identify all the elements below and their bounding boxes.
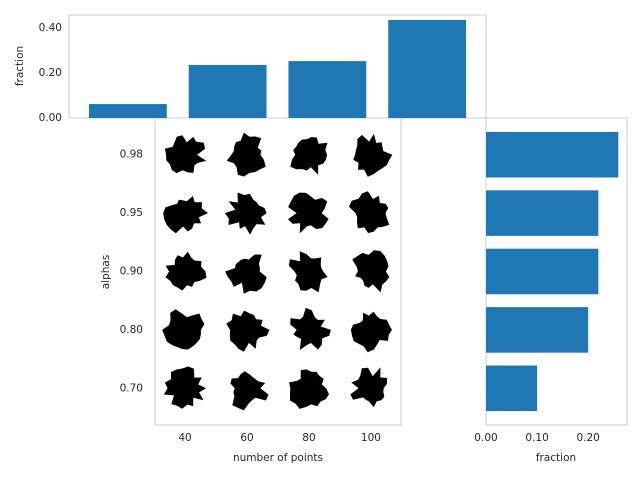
shape bbox=[353, 133, 393, 177]
x-tick-label: 0.20 bbox=[576, 432, 599, 444]
shape bbox=[226, 310, 270, 352]
shape bbox=[164, 135, 207, 174]
bar bbox=[388, 19, 467, 118]
y-tick-label: 0.40 bbox=[39, 22, 62, 34]
bar bbox=[188, 64, 267, 118]
shape bbox=[163, 366, 206, 409]
x-tick-label: 0.00 bbox=[474, 432, 497, 444]
x-tick-label: 40 bbox=[178, 432, 191, 444]
bar bbox=[288, 61, 367, 118]
bar bbox=[486, 131, 619, 178]
bar bbox=[486, 307, 589, 353]
shape bbox=[165, 251, 207, 291]
shape bbox=[162, 309, 205, 350]
center-axes bbox=[154, 117, 402, 426]
y-axis-label: fraction bbox=[14, 46, 26, 86]
x-tick-label: 80 bbox=[302, 432, 315, 444]
bar bbox=[486, 248, 599, 295]
y-tick-label: 0.98 bbox=[120, 149, 143, 161]
shape bbox=[350, 311, 392, 353]
shape bbox=[289, 369, 329, 409]
y-tick-label: 0.90 bbox=[120, 266, 143, 278]
x-tick-label: 0.10 bbox=[525, 432, 548, 444]
y-tick-label: 0.00 bbox=[39, 112, 62, 124]
x-axis-label: number of points bbox=[233, 452, 323, 464]
shape bbox=[163, 196, 208, 234]
bar bbox=[486, 190, 599, 236]
shape bbox=[290, 307, 331, 350]
x-tick-label: 60 bbox=[240, 432, 253, 444]
bar bbox=[486, 365, 538, 412]
y-tick-label: 0.95 bbox=[120, 207, 143, 219]
shape bbox=[350, 367, 387, 408]
y-tick-label: 0.70 bbox=[120, 382, 143, 394]
shape bbox=[224, 192, 267, 235]
bar bbox=[88, 104, 167, 118]
x-axis-label: fraction bbox=[536, 452, 576, 464]
shape bbox=[349, 191, 390, 233]
shape bbox=[225, 254, 267, 294]
y-tick-label: 0.80 bbox=[120, 324, 143, 336]
shape bbox=[288, 251, 328, 293]
x-tick-label: 100 bbox=[361, 432, 381, 444]
shape bbox=[230, 371, 269, 411]
y-tick-label: 0.20 bbox=[39, 67, 62, 79]
shape bbox=[226, 132, 266, 177]
shape bbox=[352, 250, 390, 293]
y-axis-label: alphas bbox=[100, 255, 112, 290]
shape bbox=[290, 137, 328, 175]
shape bbox=[288, 192, 329, 234]
